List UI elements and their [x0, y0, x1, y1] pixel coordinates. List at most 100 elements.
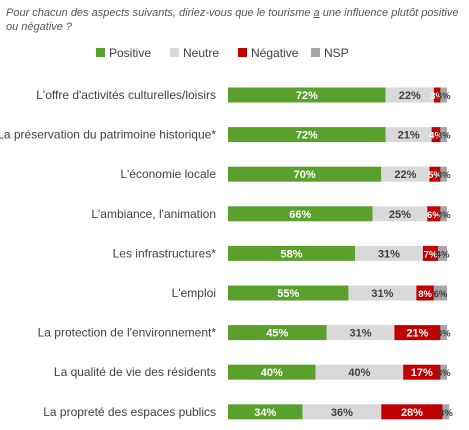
data-label-positive: 55% [277, 288, 299, 300]
bar-segment-nsp [440, 166, 447, 182]
bar-segment-nsp [440, 87, 447, 103]
category-label: La protection de l'environnement* [38, 326, 217, 340]
question-text-underlined: a [313, 7, 320, 19]
question-text-part2: une influence plutôt positive ou négativ… [6, 7, 459, 33]
bar-segment-nsp [433, 285, 447, 301]
data-label-negative: 17% [411, 367, 433, 379]
bar-segment-neutre [372, 206, 428, 222]
data-label-neutre: 22% [399, 90, 421, 102]
bar-segment-negative [422, 245, 439, 261]
survey-question: Pour chacun des aspects suivants, diriez… [6, 6, 461, 34]
bar-segment-negative [433, 87, 441, 103]
bar-segment-positive [228, 325, 327, 341]
bar-row-l-emploi: L'emploi 55% 31% 8% 6% [172, 285, 448, 301]
bar-segment-neutre [381, 166, 430, 182]
bar-segment-neutre [315, 364, 404, 380]
data-label-nsp: 3% [437, 170, 451, 181]
bar-segment-positive [228, 166, 382, 182]
data-label-nsp: 4% [436, 249, 450, 260]
bar-segment-positive [228, 206, 373, 222]
data-label-negative: 8% [418, 289, 432, 300]
data-label-negative: 5% [428, 170, 442, 181]
bar-segment-nsp [440, 325, 447, 341]
legend-item-neutre: Neutre [170, 46, 219, 60]
bar-segment-nsp [440, 206, 447, 222]
data-label-nsp: 3% [437, 91, 451, 102]
data-label-positive: 34% [254, 407, 276, 419]
legend-label-negative: Négative [251, 46, 299, 60]
data-label-nsp: 3% [439, 408, 453, 419]
data-label-positive: 72% [296, 130, 318, 142]
category-label: La propreté des espaces publics [43, 405, 216, 419]
data-label-nsp: 3% [437, 210, 451, 221]
bar-row-l-offre-d-activites-culturelles-loisirs: L'offre d'activités culturelles/loisirs 7… [36, 87, 451, 103]
bar-segment-positive [228, 285, 349, 301]
data-label-positive: 40% [261, 367, 283, 379]
legend-label-neutre: Neutre [183, 46, 219, 60]
data-label-neutre: 31% [349, 328, 371, 340]
data-label-negative: 7% [424, 249, 438, 260]
bar-segment-nsp [442, 404, 450, 420]
bar-segment-positive [228, 364, 316, 380]
bar-segment-nsp [438, 245, 447, 261]
bar-segment-neutre [326, 325, 395, 341]
data-label-nsp: 6% [434, 289, 448, 300]
data-label-negative: 21% [406, 328, 428, 340]
bar-segment-nsp [440, 127, 447, 143]
bar-row-la-protection-de-l-environnement: La protection de l'environnement* 45% 31% 2… [38, 325, 451, 341]
data-label-negative: 28% [401, 407, 423, 419]
data-label-neutre: 36% [331, 407, 353, 419]
data-label-neutre: 22% [394, 169, 416, 181]
bar-row-la-qualite-de-vie-des-residents: La qualité de vie des résidents 40% 40% 17%… [54, 364, 451, 380]
category-label: L'économie locale [120, 167, 216, 181]
bar-row-l-economie-locale: L'économie locale 70% 22% 5%3% [120, 166, 451, 182]
data-label-neutre: 25% [389, 209, 411, 221]
data-label-positive: 66% [289, 209, 311, 221]
data-label-neutre: 21% [398, 130, 420, 142]
bar-row-la-preservation-du-patrimoine-historique: La préservation du patrimoine historique… [0, 127, 451, 143]
bar-row-l-ambiance-l-animation: L'ambiance, l'animation 66% 25% 6%3% [91, 206, 451, 222]
data-label-positive: 70% [294, 169, 316, 181]
legend-label-positive: Positive [109, 46, 151, 60]
bar-segment-neutre [385, 87, 434, 103]
data-label-positive: 72% [296, 90, 318, 102]
bar-row-les-infrastructures: Les infrastructures* 58% 31% 7%4% [113, 245, 450, 261]
bar-segment-neutre [302, 404, 382, 420]
data-label-nsp: 3% [437, 329, 451, 340]
data-label-negative: 4% [429, 131, 443, 142]
data-label-neutre: 31% [378, 248, 400, 260]
bar-row-la-proprete-des-espaces-publics: La propreté des espaces publics 34% 36% 28%… [43, 404, 453, 420]
question-text-part1: Pour chacun des aspects suivants, diriez… [6, 7, 314, 19]
bar-segment-negative [429, 166, 441, 182]
legend-swatch-positive [96, 48, 105, 57]
bar-segment-negative [394, 325, 441, 341]
legend-swatch-nsp [311, 48, 320, 57]
category-label: L'emploi [172, 286, 216, 300]
data-label-negative: 3% [430, 91, 444, 102]
category-label: Les infrastructures* [113, 246, 217, 260]
bar-segment-negative [431, 127, 441, 143]
legend-item-positive: Positive [96, 46, 151, 60]
bar-segment-positive [228, 87, 386, 103]
data-label-neutre: 31% [371, 288, 393, 300]
bar-segment-positive [228, 404, 303, 420]
category-label: L'ambiance, l'animation [91, 207, 216, 221]
data-label-nsp: 3% [437, 368, 451, 379]
category-label: L'offre d'activités culturelles/loisirs [36, 88, 216, 102]
bar-segment-negative [416, 285, 434, 301]
legend-swatch-neutre [170, 48, 179, 57]
bar-segment-positive [228, 127, 386, 143]
legend-item-negative: Négative [238, 46, 299, 60]
bar-segment-negative [403, 364, 441, 380]
data-label-negative: 6% [427, 210, 441, 221]
data-label-positive: 45% [266, 328, 288, 340]
bar-segment-neutre [385, 127, 432, 143]
bar-segment-negative [427, 206, 441, 222]
legend-item-nsp: NSP [311, 46, 349, 60]
category-label: La qualité de vie des résidents [54, 365, 216, 379]
bar-segment-neutre [355, 245, 423, 261]
bar-segment-nsp [440, 364, 447, 380]
legend-label-nsp: NSP [324, 46, 349, 60]
